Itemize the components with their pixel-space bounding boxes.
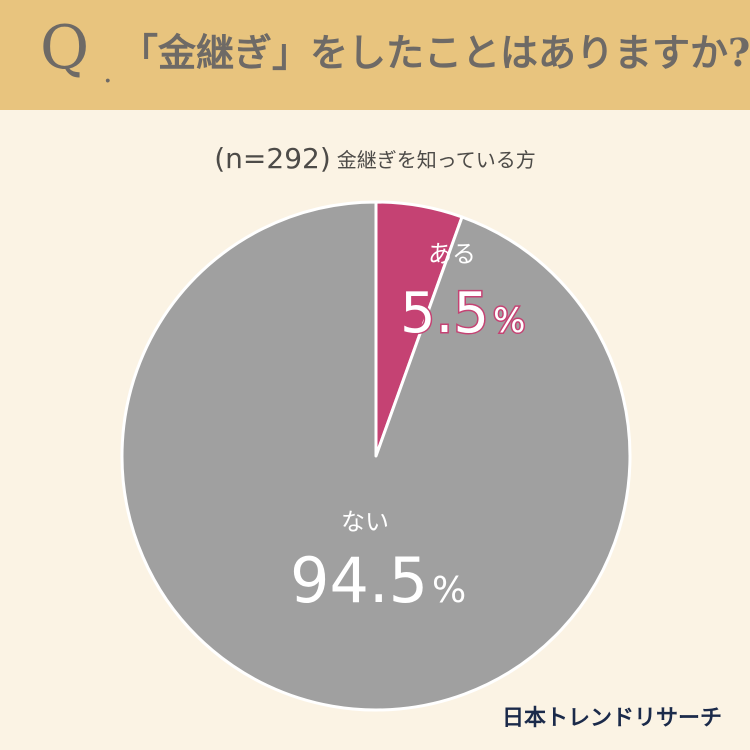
respondent-description: 金継ぎを知っている方 xyxy=(336,148,536,172)
slice-label-2: ない xyxy=(341,508,389,536)
pie-slice-2 xyxy=(120,200,632,712)
slice-label-1: ある xyxy=(428,240,476,268)
chart-subtitle: (n=292) 金継ぎを知っている方 xyxy=(0,142,750,175)
slice-value-2: 94.5% xyxy=(290,544,466,617)
question-header: Q . 「金継ぎ」をしたことはありますか? xyxy=(0,0,750,110)
q-mark: Q xyxy=(40,13,90,83)
question-title: 「金継ぎ」をしたことはありますか? xyxy=(120,30,750,75)
sample-size: (n=292) xyxy=(214,142,331,175)
brand-logo: 日本トレンドリサーチ xyxy=(501,706,722,731)
q-dot: . xyxy=(103,55,113,90)
slice-value-1: 5.5% xyxy=(400,281,525,346)
